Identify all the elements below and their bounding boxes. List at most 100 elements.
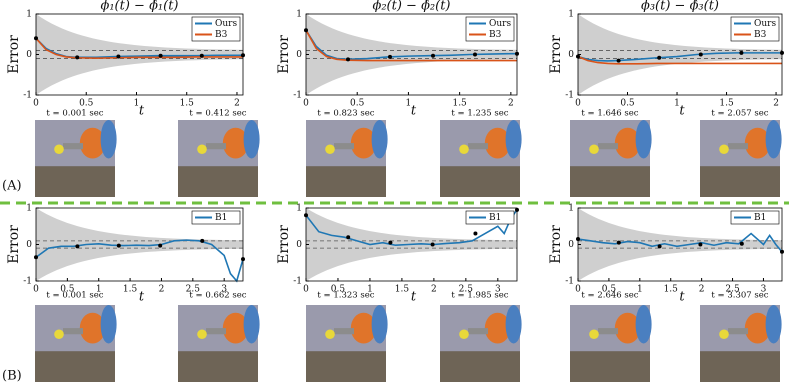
ground xyxy=(570,351,650,382)
legend-box xyxy=(191,16,241,42)
error-envelope xyxy=(36,14,243,95)
x-tick-label: 0.5 xyxy=(350,99,365,109)
legend-label: Ours xyxy=(489,19,511,29)
legend-box xyxy=(191,210,241,225)
x-tick-label: 0 xyxy=(303,99,309,109)
x-tick-label: 2.5 xyxy=(186,285,201,295)
keyframe-marker xyxy=(698,242,703,247)
keyframe-marker xyxy=(75,244,80,249)
x-tick-label: 2.5 xyxy=(459,285,474,295)
keyframe-marker xyxy=(739,241,744,246)
plot-frame xyxy=(577,207,783,282)
robot-blue xyxy=(100,305,117,344)
frame-image xyxy=(35,305,117,382)
series-line xyxy=(35,239,244,283)
keyframe-marker xyxy=(387,54,392,59)
ground xyxy=(178,166,258,197)
x-tick-label: 1 xyxy=(674,99,680,109)
x-axis-label: t xyxy=(139,290,145,305)
series-line xyxy=(577,55,782,65)
plot-frame xyxy=(305,13,518,96)
frame-time: t = 2.057 sec xyxy=(711,109,768,119)
keyframe-marker xyxy=(616,58,621,63)
robot-blue xyxy=(635,120,652,159)
frame-time: t = 0.823 sec xyxy=(317,109,374,119)
legend-label: B3 xyxy=(215,30,228,40)
object xyxy=(459,144,469,155)
x-tick-label: 1 xyxy=(96,285,102,295)
object xyxy=(54,144,64,155)
x-tick-label: 2 xyxy=(431,285,437,295)
chart-title: ϕ₃(t) − ϕ̂₃(t) xyxy=(641,0,719,14)
frame-image xyxy=(700,120,782,197)
frame-image xyxy=(440,305,522,382)
keyframe-marker xyxy=(346,235,351,240)
robot-blue xyxy=(371,305,388,344)
legend-label: B1 xyxy=(215,213,227,223)
x-tick-label: 2.5 xyxy=(725,285,740,295)
series-line xyxy=(577,52,782,62)
y-tick-label: 0 xyxy=(26,50,32,60)
ground xyxy=(178,351,258,382)
x-tick-label: 0.5 xyxy=(331,285,346,295)
keyframe-marker xyxy=(473,231,478,236)
x-axis-label: t xyxy=(139,104,145,119)
frame-time: t = 2.646 sec xyxy=(581,291,638,301)
gripper xyxy=(468,328,488,335)
frame-time: t = 1.985 sec xyxy=(451,291,508,301)
y-tick-label: -1 xyxy=(23,277,32,287)
y-tick-label: 1 xyxy=(568,204,574,214)
y-tick-label: 0 xyxy=(568,240,574,250)
frame-image xyxy=(306,305,388,382)
y-tick-label: -1 xyxy=(23,91,32,101)
legend-box xyxy=(730,16,780,42)
gripper xyxy=(598,143,618,150)
robot-orange xyxy=(484,312,511,344)
error-envelope xyxy=(306,14,517,95)
robot-orange xyxy=(614,312,641,344)
x-tick-label: 1.5 xyxy=(395,285,410,295)
keyframe-marker xyxy=(200,238,205,243)
y-tick-label: -1 xyxy=(293,277,302,287)
y-tick-label: -1 xyxy=(565,91,574,101)
x-axis-label: t xyxy=(679,290,685,305)
robot-orange xyxy=(350,127,377,159)
frame-time: t = 0.662 sec xyxy=(189,291,246,301)
y-tick-label: 1 xyxy=(296,204,302,214)
robot-blue xyxy=(505,305,522,344)
robot-blue xyxy=(505,120,522,159)
frame-image xyxy=(570,305,652,382)
frame-image xyxy=(440,120,522,197)
x-tick-label: 1 xyxy=(367,285,373,295)
gripper xyxy=(63,143,83,150)
x-tick-label: 0.5 xyxy=(60,285,75,295)
x-tick-label: 2 xyxy=(508,99,514,109)
x-axis-label: t xyxy=(679,104,685,119)
y-axis-label: Error xyxy=(6,225,22,264)
frame-time: t = 0.412 sec xyxy=(189,109,246,119)
x-tick-label: 3 xyxy=(761,285,767,295)
gripper xyxy=(728,143,748,150)
x-tick-label: 0 xyxy=(33,285,39,295)
keyframe-marker xyxy=(657,244,662,249)
robot-blue xyxy=(765,120,782,159)
x-tick-label: 2 xyxy=(773,99,779,109)
y-axis-label: Error xyxy=(6,35,22,74)
legend-label: B1 xyxy=(489,213,501,223)
plot-frame xyxy=(305,207,518,282)
x-tick-label: 1.5 xyxy=(719,99,734,109)
error-envelope xyxy=(578,14,782,95)
x-axis-label: t xyxy=(411,290,417,305)
robot-orange xyxy=(350,312,377,344)
keyframe-marker xyxy=(158,53,163,58)
x-tick-label: 2 xyxy=(234,99,240,109)
object xyxy=(197,329,207,340)
frame-time: t = 1.646 sec xyxy=(581,109,638,119)
x-tick-label: 1.5 xyxy=(664,285,679,295)
chart-title: ϕ₂(t) − ϕ̂₂(t) xyxy=(372,0,450,14)
keyframe-marker xyxy=(473,52,478,57)
frame-image xyxy=(700,305,782,382)
keyframe-marker xyxy=(116,54,121,59)
object xyxy=(719,329,729,340)
keyframe-marker xyxy=(657,55,662,60)
